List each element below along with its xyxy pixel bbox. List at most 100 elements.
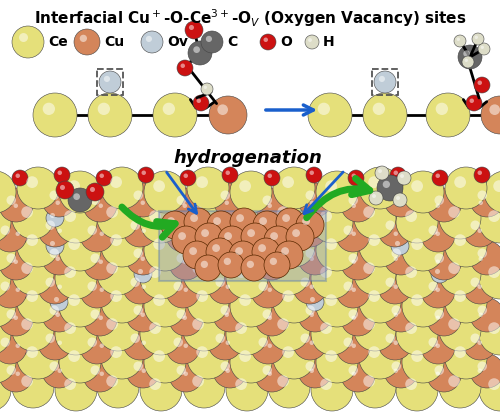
Circle shape (344, 337, 353, 347)
Circle shape (6, 254, 16, 263)
Circle shape (363, 262, 375, 274)
Circle shape (434, 366, 444, 375)
Circle shape (293, 326, 327, 360)
Circle shape (59, 341, 101, 383)
Circle shape (359, 225, 401, 267)
Circle shape (176, 195, 186, 205)
Circle shape (300, 278, 310, 287)
Circle shape (310, 256, 314, 261)
Circle shape (96, 228, 112, 244)
Circle shape (402, 229, 444, 271)
Circle shape (354, 309, 396, 351)
Circle shape (394, 285, 398, 289)
Circle shape (251, 218, 285, 252)
Circle shape (222, 167, 238, 183)
Circle shape (101, 281, 143, 323)
Circle shape (86, 183, 104, 201)
Bar (372, 69, 398, 95)
Circle shape (52, 197, 68, 213)
Circle shape (439, 197, 481, 239)
Circle shape (478, 285, 482, 289)
Circle shape (341, 302, 375, 336)
Circle shape (393, 193, 407, 207)
Circle shape (348, 254, 358, 263)
Circle shape (352, 232, 356, 236)
Circle shape (392, 190, 401, 200)
Circle shape (224, 232, 232, 240)
Circle shape (411, 294, 423, 306)
Circle shape (213, 298, 247, 332)
Circle shape (311, 257, 353, 299)
Circle shape (224, 313, 229, 317)
Circle shape (169, 302, 203, 336)
Circle shape (405, 322, 417, 334)
Circle shape (130, 221, 140, 230)
Circle shape (226, 171, 230, 175)
Circle shape (153, 294, 165, 306)
Circle shape (97, 253, 139, 295)
Circle shape (255, 302, 289, 336)
Circle shape (153, 238, 165, 250)
Circle shape (106, 206, 118, 218)
Circle shape (306, 365, 322, 381)
Circle shape (97, 309, 139, 351)
Circle shape (149, 378, 161, 390)
Circle shape (90, 254, 100, 263)
Circle shape (484, 171, 500, 213)
Circle shape (142, 228, 146, 233)
Circle shape (488, 378, 500, 390)
Circle shape (90, 187, 95, 192)
Circle shape (377, 175, 403, 201)
Circle shape (348, 200, 364, 216)
Bar (97, 69, 123, 95)
Circle shape (208, 270, 242, 304)
Circle shape (88, 93, 132, 137)
Circle shape (59, 229, 101, 271)
Circle shape (306, 281, 322, 297)
Circle shape (310, 313, 314, 317)
Circle shape (213, 183, 247, 217)
Circle shape (275, 241, 303, 269)
Circle shape (255, 246, 289, 280)
Circle shape (16, 173, 20, 178)
Circle shape (19, 33, 28, 42)
Circle shape (178, 232, 186, 240)
Circle shape (428, 282, 438, 291)
Circle shape (436, 232, 440, 236)
Circle shape (0, 257, 11, 299)
Circle shape (200, 261, 208, 268)
Circle shape (220, 361, 230, 371)
Circle shape (10, 256, 26, 272)
Circle shape (268, 309, 310, 351)
Circle shape (182, 204, 187, 208)
Circle shape (187, 225, 229, 267)
Circle shape (270, 258, 277, 265)
Circle shape (293, 270, 327, 304)
Circle shape (149, 322, 161, 334)
Circle shape (0, 274, 27, 308)
Circle shape (42, 103, 55, 115)
Circle shape (306, 167, 322, 183)
Circle shape (196, 234, 208, 246)
Circle shape (149, 210, 161, 222)
Circle shape (392, 306, 401, 315)
Circle shape (52, 309, 68, 325)
Circle shape (436, 259, 440, 264)
Circle shape (375, 166, 389, 180)
Circle shape (58, 285, 62, 289)
Circle shape (325, 294, 337, 306)
Circle shape (12, 284, 28, 300)
Circle shape (432, 228, 448, 244)
Circle shape (54, 297, 59, 302)
Circle shape (268, 197, 310, 239)
Circle shape (378, 213, 412, 247)
Circle shape (110, 290, 122, 302)
Circle shape (478, 228, 482, 233)
Circle shape (26, 346, 38, 358)
Circle shape (348, 228, 364, 244)
Circle shape (262, 195, 272, 205)
Circle shape (470, 183, 500, 217)
Circle shape (97, 197, 139, 239)
Circle shape (247, 229, 255, 237)
Circle shape (179, 200, 195, 216)
